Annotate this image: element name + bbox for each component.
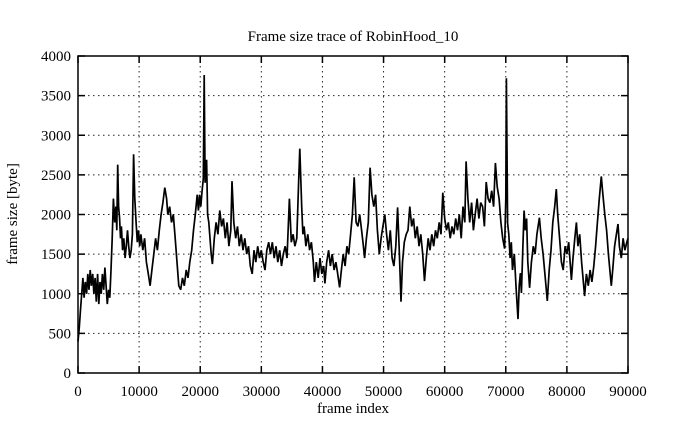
y-tick-label: 3000	[41, 128, 71, 144]
x-tick-label: 20000	[181, 384, 219, 400]
y-tick-label: 1500	[41, 247, 71, 263]
x-tick-label: 80000	[548, 384, 586, 400]
x-tick-label: 0	[74, 384, 82, 400]
chart-title: Frame size trace of RobinHood_10	[248, 29, 459, 45]
y-tick-label: 3500	[41, 89, 71, 105]
x-tick-label: 70000	[487, 384, 525, 400]
y-tick-label: 0	[64, 366, 72, 382]
tick-layer	[77, 55, 629, 374]
y-axis-label: frame size [byte]	[5, 163, 21, 265]
y-tick-label: 500	[49, 326, 72, 342]
trace-layer	[77, 74, 629, 342]
x-tick-label: 10000	[120, 384, 158, 400]
x-tick-label: 50000	[365, 384, 403, 400]
x-tick-label: 40000	[304, 384, 342, 400]
tick-label-layer: 0 10000 20000 30000 40000 50000 60000 70000 8000…	[41, 49, 647, 400]
x-tick-label: 60000	[426, 384, 464, 400]
y-tick-label: 4000	[41, 49, 71, 65]
y-tick-label: 2500	[41, 168, 71, 184]
x-tick-label: 30000	[243, 384, 281, 400]
y-tick-label: 1000	[41, 287, 71, 303]
x-tick-label: 90000	[609, 384, 647, 400]
frame-size-trace-line	[77, 74, 629, 342]
x-axis-label: frame index	[317, 401, 390, 417]
y-tick-label: 2000	[41, 208, 71, 224]
